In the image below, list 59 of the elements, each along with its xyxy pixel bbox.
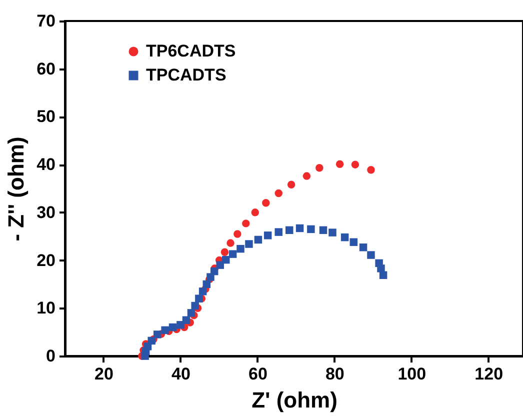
point xyxy=(176,321,184,329)
point xyxy=(336,160,344,168)
point xyxy=(287,180,296,189)
point xyxy=(286,226,294,234)
point xyxy=(198,288,207,296)
x-tick-label: 60 xyxy=(248,364,268,384)
point xyxy=(274,228,282,236)
legend-label: TP6CADTS xyxy=(146,42,236,60)
point xyxy=(187,309,196,317)
point xyxy=(234,230,242,238)
x-tick-label: 80 xyxy=(325,364,344,384)
y-tick-label: 40 xyxy=(36,155,56,174)
point xyxy=(245,240,253,248)
point xyxy=(161,326,169,334)
point xyxy=(254,236,262,244)
point xyxy=(168,323,177,332)
point xyxy=(222,256,230,264)
x-tick-label: 40 xyxy=(172,364,190,384)
point xyxy=(264,232,272,240)
point xyxy=(216,261,224,269)
point xyxy=(307,225,315,234)
point xyxy=(316,164,324,172)
x-axis-title: Z' (ohm) xyxy=(252,388,338,412)
y-tick-label: 70 xyxy=(36,12,56,30)
point xyxy=(319,226,328,234)
x-tick-label: 120 xyxy=(474,364,504,384)
point xyxy=(195,294,203,302)
point xyxy=(242,220,250,228)
point xyxy=(182,316,190,324)
point xyxy=(274,189,282,198)
y-tick-label: 10 xyxy=(36,298,56,318)
point xyxy=(302,172,311,180)
point xyxy=(367,251,375,259)
legend-label: TPCADTS xyxy=(146,66,226,84)
point xyxy=(350,238,358,246)
point xyxy=(340,233,349,242)
point xyxy=(236,244,244,253)
point xyxy=(328,228,336,236)
point xyxy=(153,330,162,338)
point xyxy=(351,160,360,168)
point xyxy=(202,280,211,288)
y-tick-label: 0 xyxy=(46,346,56,366)
point xyxy=(359,243,368,252)
point xyxy=(191,302,199,310)
y-axis-title: - Z'' (ohm) xyxy=(4,136,29,242)
point xyxy=(226,239,234,247)
point xyxy=(296,224,304,232)
x-tick-label: 100 xyxy=(398,364,426,384)
point xyxy=(228,250,237,258)
point xyxy=(262,198,270,207)
y-tick-label: 30 xyxy=(36,202,56,222)
point xyxy=(379,271,388,279)
y-tick-label: 50 xyxy=(36,107,56,126)
point xyxy=(251,208,259,216)
y-tick-label: 20 xyxy=(36,250,56,270)
point xyxy=(367,166,375,174)
y-tick-label: 60 xyxy=(36,59,56,78)
point xyxy=(220,248,229,256)
x-tick-label: 20 xyxy=(94,364,114,384)
